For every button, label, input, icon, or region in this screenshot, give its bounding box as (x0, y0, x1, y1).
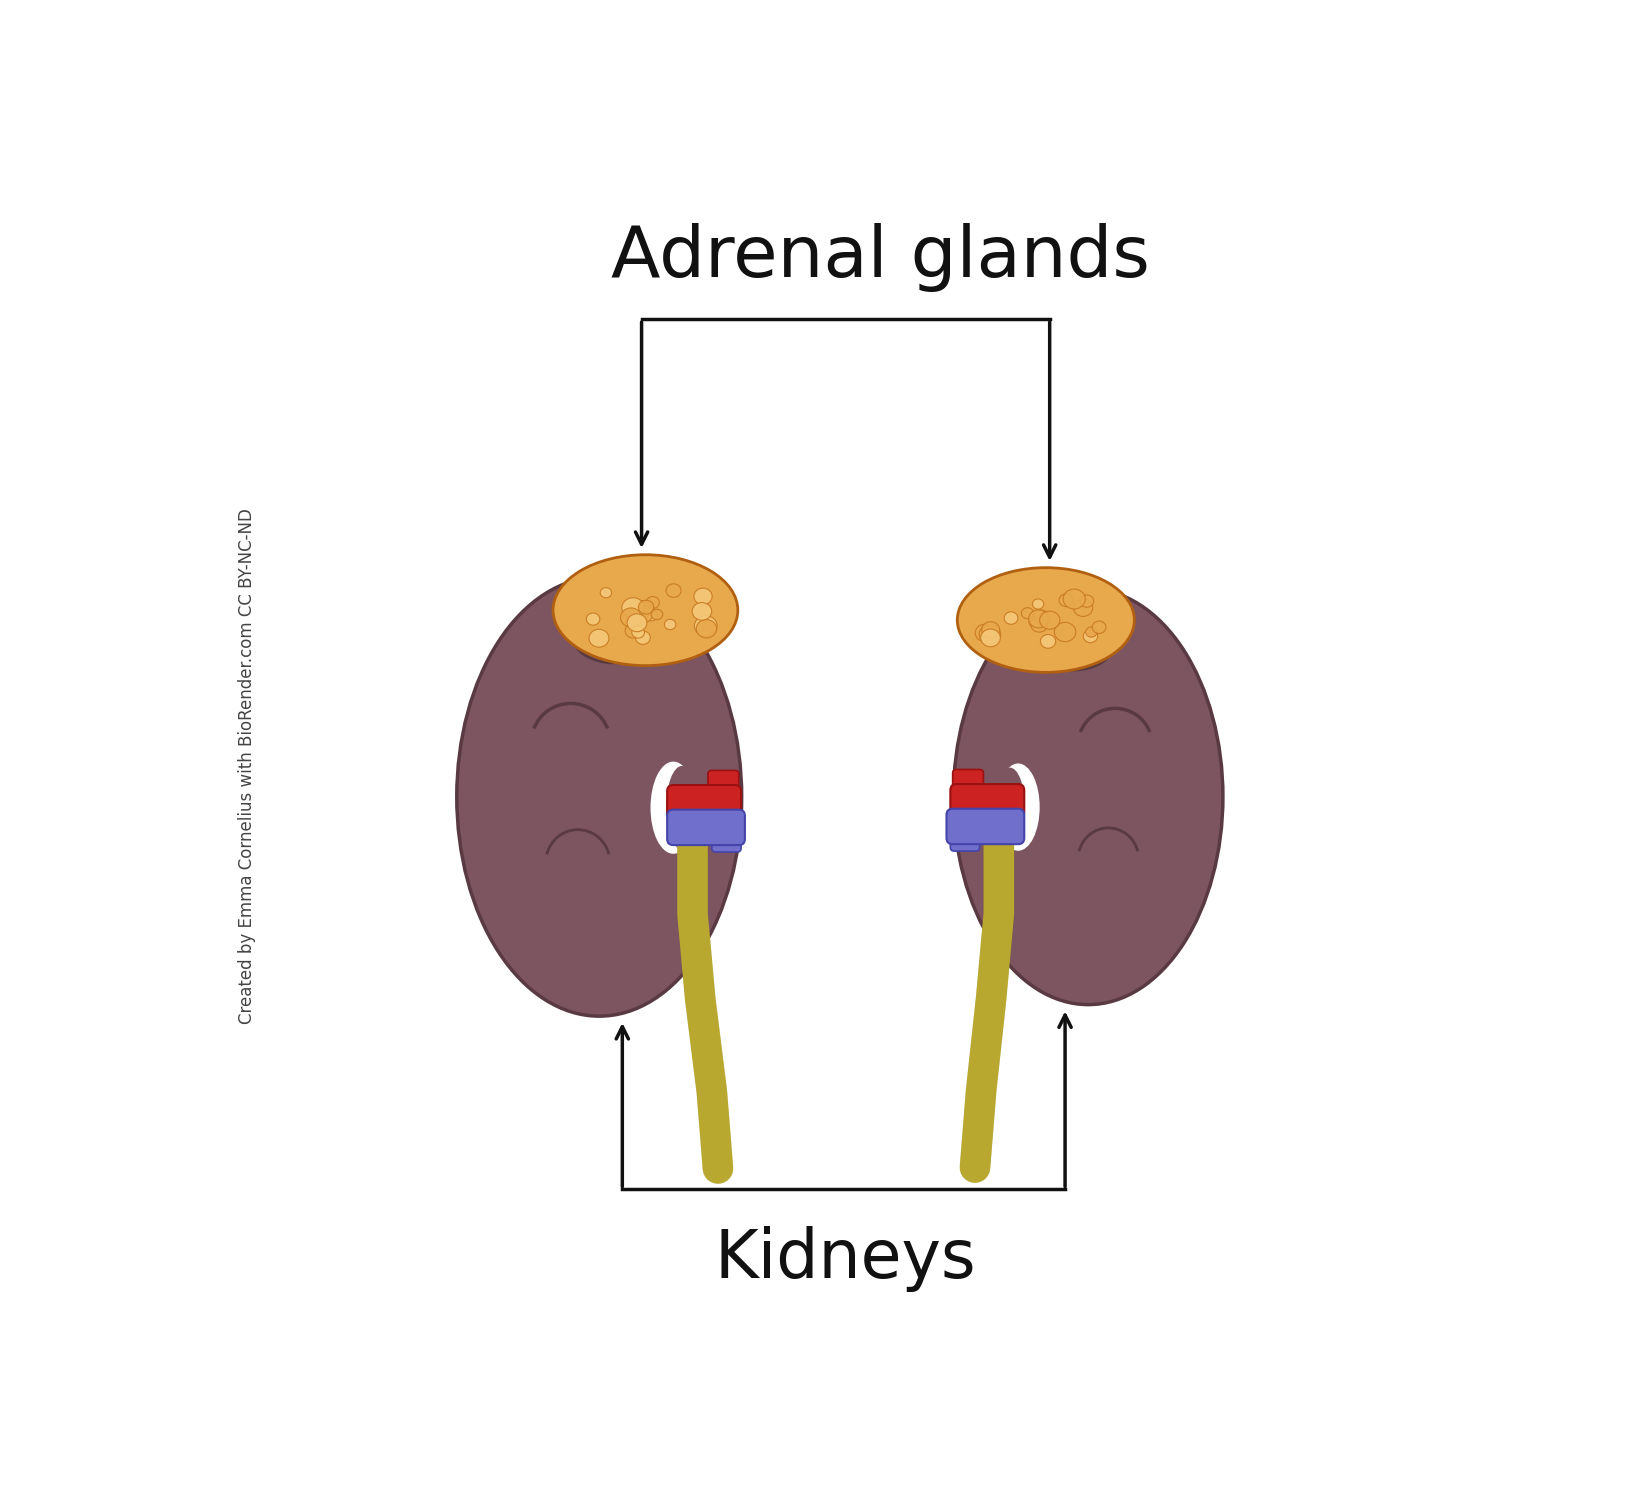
Ellipse shape (589, 630, 609, 648)
Ellipse shape (975, 625, 995, 642)
Ellipse shape (647, 596, 660, 608)
FancyBboxPatch shape (952, 770, 983, 794)
FancyBboxPatch shape (667, 810, 744, 845)
Ellipse shape (982, 622, 1000, 639)
Ellipse shape (1086, 626, 1097, 637)
Ellipse shape (620, 608, 642, 626)
Ellipse shape (553, 554, 738, 666)
Ellipse shape (1005, 611, 1018, 625)
Ellipse shape (650, 762, 696, 854)
Ellipse shape (634, 605, 653, 622)
Ellipse shape (630, 599, 645, 613)
Ellipse shape (954, 589, 1223, 1005)
Ellipse shape (665, 619, 676, 630)
Ellipse shape (1040, 611, 1059, 630)
Ellipse shape (667, 584, 681, 598)
Ellipse shape (1074, 599, 1092, 616)
Ellipse shape (696, 619, 716, 639)
FancyBboxPatch shape (950, 827, 980, 851)
Ellipse shape (1033, 599, 1044, 608)
FancyBboxPatch shape (708, 771, 739, 795)
FancyBboxPatch shape (950, 785, 1025, 818)
Ellipse shape (601, 587, 612, 598)
Ellipse shape (645, 610, 657, 620)
Ellipse shape (1054, 622, 1076, 642)
Ellipse shape (978, 625, 1002, 645)
Ellipse shape (980, 630, 1000, 646)
FancyBboxPatch shape (711, 827, 741, 852)
Ellipse shape (997, 764, 1040, 851)
Ellipse shape (1081, 595, 1094, 607)
Ellipse shape (1028, 610, 1049, 628)
Ellipse shape (667, 767, 698, 849)
Ellipse shape (625, 623, 642, 639)
Ellipse shape (627, 614, 647, 631)
Ellipse shape (695, 616, 718, 636)
Ellipse shape (652, 610, 663, 620)
Ellipse shape (1084, 630, 1097, 643)
Ellipse shape (995, 768, 1025, 846)
Ellipse shape (1030, 617, 1040, 626)
Ellipse shape (1031, 617, 1048, 633)
Ellipse shape (634, 601, 652, 617)
Ellipse shape (957, 568, 1135, 672)
Text: Kidneys: Kidneys (714, 1226, 977, 1292)
Ellipse shape (695, 589, 713, 604)
Text: Created by Emma Cornelius with BioRender.com CC BY-NC-ND: Created by Emma Cornelius with BioRender… (238, 508, 256, 1024)
Ellipse shape (457, 577, 742, 1017)
Ellipse shape (635, 631, 650, 645)
Ellipse shape (1092, 620, 1106, 634)
Ellipse shape (632, 626, 645, 639)
Ellipse shape (1063, 589, 1086, 608)
Text: Adrenal glands: Adrenal glands (610, 223, 1150, 292)
Ellipse shape (571, 601, 657, 663)
Ellipse shape (1021, 607, 1033, 619)
Ellipse shape (691, 602, 711, 620)
Ellipse shape (1035, 610, 1049, 623)
Ellipse shape (639, 601, 653, 614)
Ellipse shape (586, 613, 601, 625)
Ellipse shape (1035, 611, 1115, 670)
FancyBboxPatch shape (947, 809, 1025, 845)
Ellipse shape (622, 598, 645, 617)
Ellipse shape (1041, 634, 1056, 648)
FancyBboxPatch shape (667, 785, 741, 819)
Ellipse shape (1059, 593, 1072, 607)
Ellipse shape (1040, 613, 1051, 623)
